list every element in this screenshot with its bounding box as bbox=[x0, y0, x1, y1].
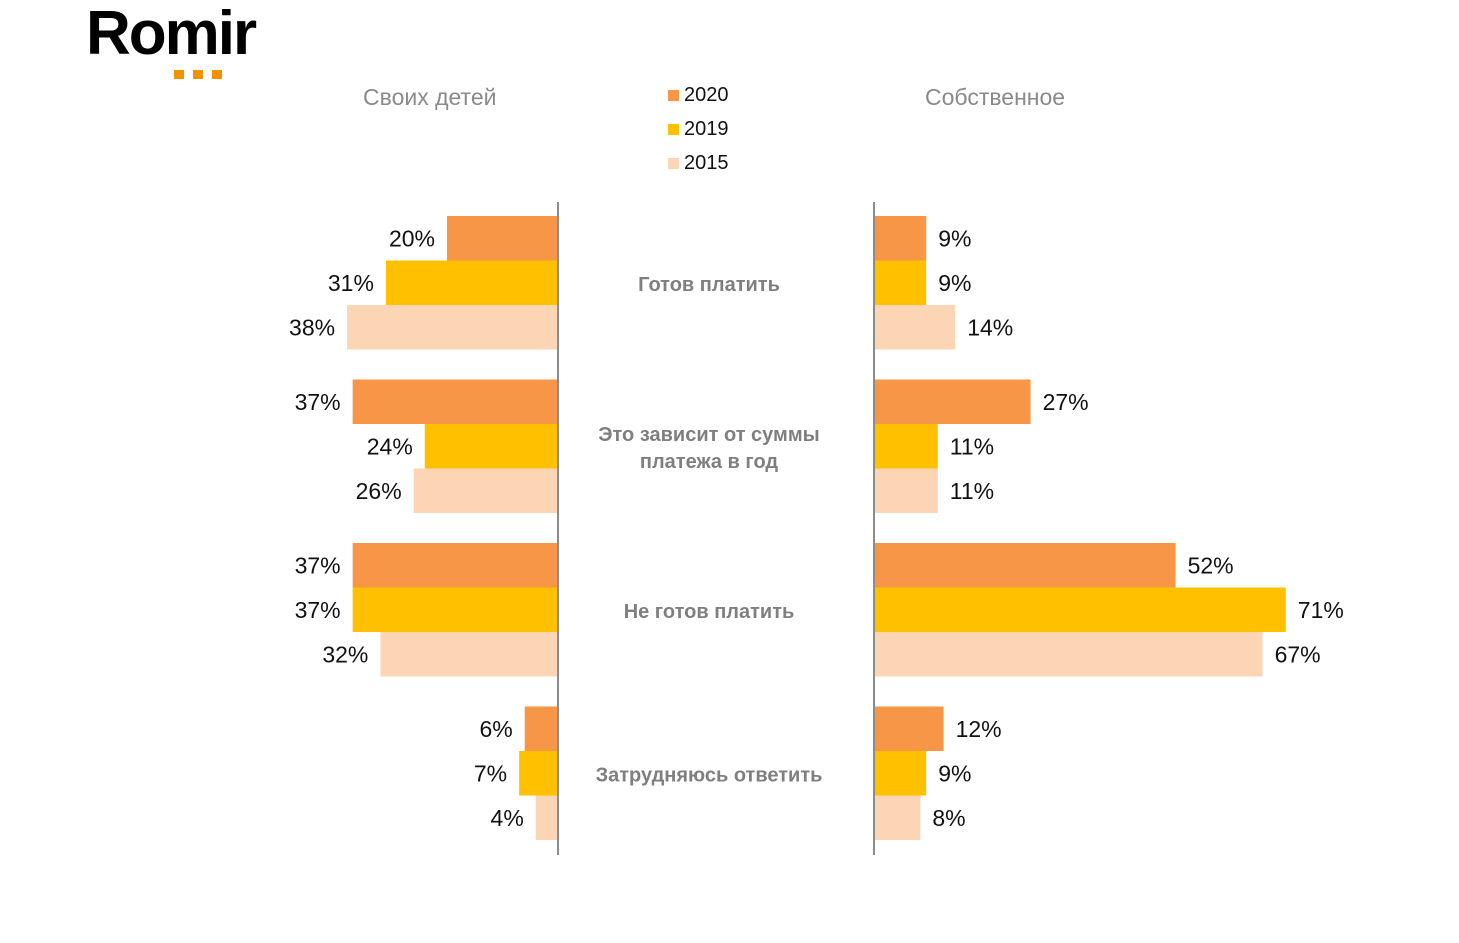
data-label-children-2015-1: 26% bbox=[356, 478, 402, 504]
category-label-1: Это зависит от суммы bbox=[598, 424, 819, 446]
legend-swatch-2015 bbox=[668, 157, 679, 169]
category-label-0: Готов платить bbox=[638, 274, 780, 296]
data-label-children-2020-2: 37% bbox=[295, 552, 341, 578]
bar-own-2020-0 bbox=[874, 216, 927, 261]
legend-swatch-2020 bbox=[668, 89, 679, 101]
logo-text: Romir bbox=[86, 0, 257, 68]
data-label-own-2019-1: 11% bbox=[950, 433, 994, 459]
data-label-own-2020-3: 12% bbox=[956, 716, 1002, 742]
bar-own-2020-2 bbox=[874, 543, 1176, 588]
data-label-own-2019-2: 71% bbox=[1298, 597, 1344, 623]
bar-children-2015-3 bbox=[535, 795, 558, 840]
category-label-3: Затрудняюсь ответить bbox=[596, 764, 823, 786]
data-label-own-2020-1: 27% bbox=[1043, 389, 1089, 415]
bar-children-2015-2 bbox=[380, 632, 558, 677]
bar-own-2019-3 bbox=[874, 751, 927, 796]
legend-label-2019: 2019 bbox=[684, 117, 729, 140]
bar-children-2019-3 bbox=[519, 751, 558, 796]
data-label-own-2020-0: 9% bbox=[938, 225, 971, 251]
bar-own-2015-1 bbox=[874, 468, 938, 513]
category-label-1: платежа в год bbox=[640, 451, 779, 473]
data-label-children-2015-0: 38% bbox=[289, 314, 335, 340]
legend: 2020 2019 2015 bbox=[668, 78, 729, 180]
bar-own-2015-2 bbox=[874, 632, 1263, 677]
data-label-own-2015-1: 11% bbox=[950, 478, 994, 504]
data-label-children-2015-3: 4% bbox=[491, 805, 524, 831]
legend-label-2015: 2015 bbox=[684, 151, 729, 174]
data-label-children-2019-1: 24% bbox=[367, 433, 413, 459]
data-label-own-2019-0: 9% bbox=[938, 270, 971, 296]
bar-own-2020-1 bbox=[874, 379, 1031, 424]
data-label-children-2020-1: 37% bbox=[295, 389, 341, 415]
bar-children-2019-1 bbox=[424, 424, 558, 469]
logo-dots bbox=[174, 66, 231, 84]
legend-item-2015: 2015 bbox=[668, 146, 729, 180]
bar-children-2019-0 bbox=[385, 260, 558, 305]
data-label-children-2020-0: 20% bbox=[389, 225, 435, 251]
data-label-children-2020-3: 6% bbox=[479, 716, 512, 742]
left-panel-title: Своих детей bbox=[363, 84, 497, 110]
bar-children-2020-1 bbox=[352, 379, 558, 424]
bar-own-2019-0 bbox=[874, 260, 927, 305]
data-label-children-2019-2: 37% bbox=[295, 597, 341, 623]
data-label-children-2019-3: 7% bbox=[474, 760, 507, 786]
bar-own-2020-3 bbox=[874, 706, 944, 751]
data-label-own-2015-3: 8% bbox=[932, 805, 965, 831]
data-label-own-2015-0: 14% bbox=[967, 314, 1013, 340]
bar-own-2019-2 bbox=[874, 587, 1286, 632]
bar-children-2020-0 bbox=[447, 216, 558, 261]
bar-children-2020-3 bbox=[524, 706, 558, 751]
legend-swatch-2019 bbox=[668, 123, 679, 135]
right-panel-title: Собственное bbox=[925, 84, 1066, 110]
data-label-children-2019-0: 31% bbox=[328, 270, 374, 296]
legend-item-2019: 2019 bbox=[668, 112, 729, 146]
data-label-own-2019-3: 9% bbox=[938, 760, 971, 786]
legend-label-2020: 2020 bbox=[684, 83, 729, 106]
category-label-2: Не готов платить bbox=[624, 601, 795, 623]
data-label-children-2015-2: 32% bbox=[322, 641, 368, 667]
romir-logo: Romir bbox=[86, 0, 286, 79]
bar-own-2015-3 bbox=[874, 795, 921, 840]
data-label-own-2015-2: 67% bbox=[1275, 641, 1321, 667]
bar-own-2019-1 bbox=[874, 424, 938, 469]
bar-children-2015-0 bbox=[347, 305, 558, 350]
legend-item-2020: 2020 bbox=[668, 78, 729, 112]
bar-children-2019-2 bbox=[352, 587, 558, 632]
bar-children-2015-1 bbox=[413, 468, 558, 513]
bar-children-2020-2 bbox=[352, 543, 558, 588]
bar-own-2015-0 bbox=[874, 305, 956, 350]
data-label-own-2020-2: 52% bbox=[1188, 552, 1234, 578]
